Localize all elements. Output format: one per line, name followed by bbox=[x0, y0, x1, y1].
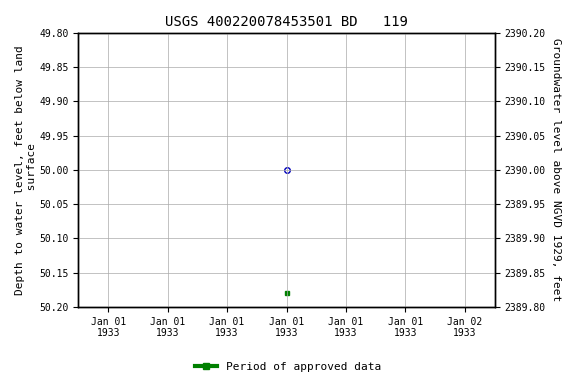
Y-axis label: Depth to water level, feet below land
 surface: Depth to water level, feet below land su… bbox=[15, 45, 37, 295]
Y-axis label: Groundwater level above NGVD 1929, feet: Groundwater level above NGVD 1929, feet bbox=[551, 38, 561, 301]
Legend: Period of approved data: Period of approved data bbox=[191, 358, 385, 377]
Title: USGS 400220078453501 BD   119: USGS 400220078453501 BD 119 bbox=[165, 15, 408, 29]
